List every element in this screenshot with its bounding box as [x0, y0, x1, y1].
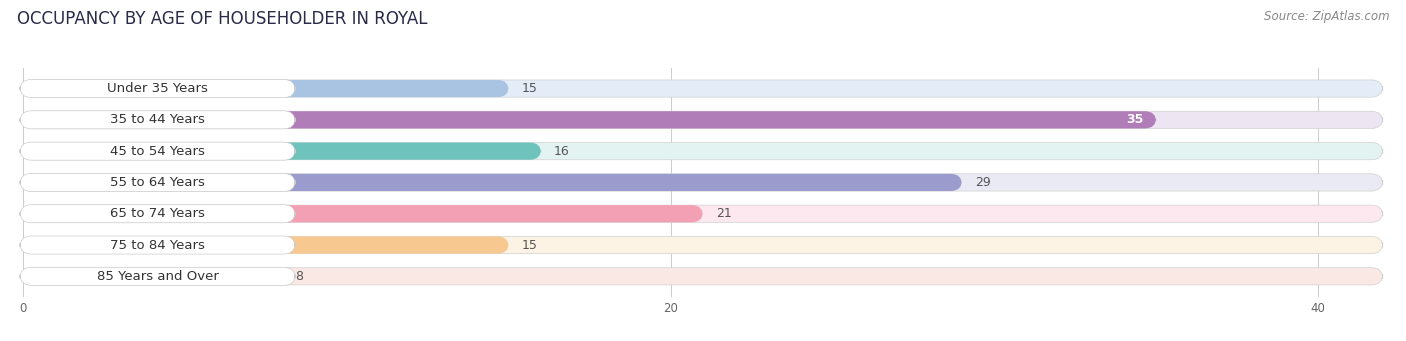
FancyBboxPatch shape	[24, 80, 509, 97]
FancyBboxPatch shape	[24, 236, 509, 254]
FancyBboxPatch shape	[20, 173, 295, 192]
Text: 55 to 64 Years: 55 to 64 Years	[110, 176, 205, 189]
FancyBboxPatch shape	[24, 80, 1382, 97]
FancyBboxPatch shape	[24, 174, 1382, 191]
Text: 15: 15	[522, 239, 537, 252]
FancyBboxPatch shape	[24, 111, 1156, 129]
FancyBboxPatch shape	[20, 79, 295, 98]
FancyBboxPatch shape	[20, 267, 295, 285]
Text: Under 35 Years: Under 35 Years	[107, 82, 208, 95]
Text: 45 to 54 Years: 45 to 54 Years	[110, 145, 205, 158]
FancyBboxPatch shape	[24, 174, 962, 191]
FancyBboxPatch shape	[24, 205, 1382, 222]
Text: 29: 29	[974, 176, 991, 189]
Text: 35: 35	[1126, 113, 1143, 126]
Text: 15: 15	[522, 82, 537, 95]
Text: 75 to 84 Years: 75 to 84 Years	[110, 239, 205, 252]
Text: OCCUPANCY BY AGE OF HOUSEHOLDER IN ROYAL: OCCUPANCY BY AGE OF HOUSEHOLDER IN ROYAL	[17, 10, 427, 28]
FancyBboxPatch shape	[24, 205, 703, 222]
FancyBboxPatch shape	[24, 111, 1382, 129]
FancyBboxPatch shape	[24, 143, 1382, 160]
FancyBboxPatch shape	[24, 268, 283, 285]
Text: 21: 21	[716, 207, 731, 220]
Text: 65 to 74 Years: 65 to 74 Years	[110, 207, 205, 220]
FancyBboxPatch shape	[20, 205, 295, 223]
FancyBboxPatch shape	[24, 236, 1382, 254]
Text: 85 Years and Over: 85 Years and Over	[97, 270, 218, 283]
Text: Source: ZipAtlas.com: Source: ZipAtlas.com	[1264, 10, 1389, 23]
Text: 35 to 44 Years: 35 to 44 Years	[110, 113, 205, 126]
Text: 16: 16	[554, 145, 569, 158]
Text: 8: 8	[295, 270, 304, 283]
FancyBboxPatch shape	[24, 268, 1382, 285]
FancyBboxPatch shape	[20, 142, 295, 160]
FancyBboxPatch shape	[20, 236, 295, 254]
FancyBboxPatch shape	[24, 143, 541, 160]
FancyBboxPatch shape	[20, 111, 295, 129]
